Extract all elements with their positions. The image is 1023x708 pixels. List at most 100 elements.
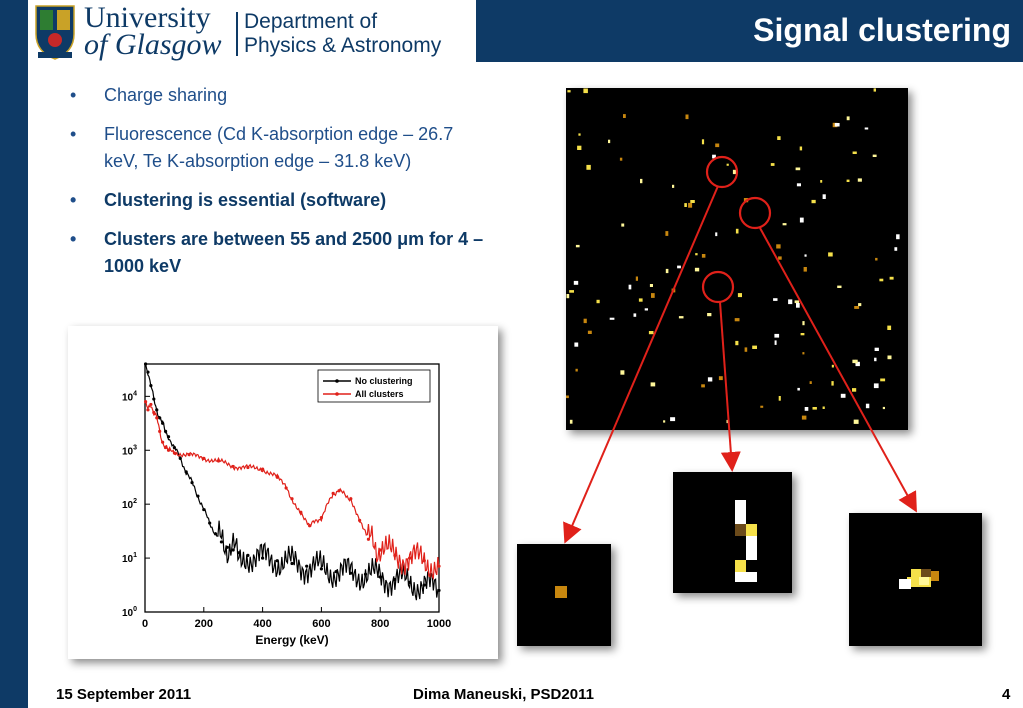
hit-pixel	[894, 247, 898, 251]
bullet-fluorescence: Fluorescence (Cd K-absorption edge – 26.…	[70, 121, 490, 175]
hit-pixel	[803, 267, 807, 272]
department-name: Department of Physics & Astronomy	[244, 10, 441, 58]
hit-pixel	[628, 284, 632, 290]
hit-pixel	[887, 325, 892, 330]
hit-pixel	[566, 294, 570, 299]
hit-pixel	[569, 419, 573, 424]
data-point	[337, 489, 341, 493]
hit-pixel	[715, 143, 720, 148]
cluster-pixel	[746, 536, 757, 560]
hit-pixel	[802, 321, 805, 326]
hit-pixel	[734, 318, 740, 322]
hit-pixel	[788, 299, 793, 305]
bullet-cluster-sizes: Clusters are between 55 and 2500 μm for …	[70, 226, 490, 280]
hit-pixel	[846, 179, 850, 182]
hit-pixel	[712, 154, 716, 159]
hit-pixel	[596, 299, 600, 304]
data-point	[261, 556, 265, 560]
hit-pixel	[879, 278, 884, 282]
hit-pixel	[874, 357, 877, 362]
y-tick-label: 103	[122, 444, 137, 457]
hit-pixel	[670, 417, 676, 422]
cluster-pixel	[931, 571, 939, 581]
hit-pixel	[566, 395, 569, 399]
legend-marker-no-clustering	[335, 379, 339, 383]
hit-pixel	[583, 88, 588, 94]
data-point	[152, 410, 156, 415]
hit-pixel	[678, 316, 684, 319]
hit-pixel	[701, 139, 705, 145]
hit-pixel	[665, 231, 669, 236]
hit-pixel	[737, 293, 742, 298]
hit-pixel	[795, 167, 801, 171]
hit-pixel	[715, 232, 718, 237]
data-point	[158, 416, 162, 420]
bullet-clustering-essential: Clustering is essential (software)	[70, 187, 490, 214]
data-point	[161, 421, 165, 425]
cluster-zoom-vertical-track	[673, 472, 792, 593]
hit-pixel	[578, 133, 581, 136]
data-point	[408, 556, 412, 560]
x-tick-label: 400	[253, 618, 271, 630]
data-point	[422, 559, 426, 563]
hit-pixel	[638, 298, 643, 302]
data-point	[155, 408, 159, 412]
hit-pixel	[644, 308, 648, 311]
hit-pixel	[778, 396, 781, 401]
data-point	[231, 464, 235, 469]
legend-label-no-clustering: No clustering	[355, 376, 413, 386]
data-point	[178, 456, 182, 460]
hit-pixel	[671, 288, 676, 293]
hit-pixel	[812, 407, 817, 410]
hit-pixel	[684, 203, 687, 207]
x-tick-label: 800	[371, 618, 389, 630]
data-point	[349, 497, 353, 501]
data-point	[246, 465, 250, 470]
hit-pixel	[770, 163, 775, 166]
hit-pixel	[794, 300, 800, 304]
data-point	[161, 440, 165, 444]
hit-pixel	[837, 285, 842, 288]
cluster-pixel	[919, 577, 929, 585]
hit-pixel	[726, 163, 729, 166]
hit-pixel	[743, 198, 749, 203]
cluster-pixel	[735, 500, 746, 524]
data-point	[163, 429, 168, 433]
data-point	[275, 475, 279, 479]
x-tick-label: 600	[312, 618, 330, 630]
hit-pixel	[874, 347, 879, 351]
data-point	[208, 521, 212, 525]
footer-date: 15 September 2011	[56, 686, 192, 703]
hit-pixel	[831, 364, 834, 368]
hit-pixel	[875, 257, 878, 261]
hit-pixel	[804, 254, 807, 257]
hit-pixel	[648, 331, 654, 335]
hit-pixel	[567, 90, 571, 93]
series-line-all-clusters	[144, 400, 440, 581]
plot-frame	[144, 363, 440, 613]
page-number: 4	[1002, 686, 1011, 703]
hit-pixel	[774, 333, 780, 338]
university-line-1: University	[84, 1, 211, 34]
hit-pixel	[735, 228, 739, 234]
data-point	[190, 481, 194, 485]
hit-pixel	[820, 180, 823, 183]
detector-hit-map	[566, 88, 908, 430]
hit-pixel	[802, 352, 805, 355]
legend-label-all-clusters: All clusters	[355, 389, 404, 399]
hit-pixel	[651, 293, 655, 298]
hit-pixel	[587, 330, 592, 334]
data-point	[143, 362, 148, 366]
data-point	[378, 575, 382, 579]
hit-pixel	[797, 387, 800, 391]
data-point	[146, 408, 150, 412]
data-point	[231, 548, 235, 552]
hit-pixel	[796, 183, 801, 187]
hit-pixel	[864, 127, 869, 130]
hit-pixel	[799, 146, 803, 151]
hit-pixel	[726, 419, 729, 424]
hit-pixel	[880, 378, 886, 382]
data-point	[149, 402, 153, 407]
hit-pixel	[649, 284, 653, 287]
data-point	[319, 516, 323, 520]
